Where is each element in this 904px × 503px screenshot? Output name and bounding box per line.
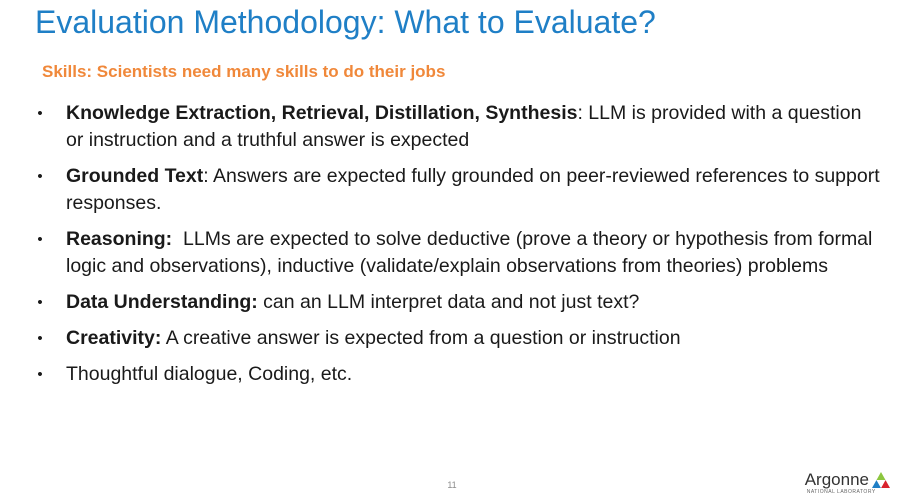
slide-title: Evaluation Methodology: What to Evaluate… <box>35 4 656 40</box>
bullet-term: Data Understanding: <box>66 291 258 313</box>
bullet-term: Knowledge Extraction, Retrieval, Distill… <box>66 102 578 124</box>
logo-tagline: NATIONAL LABORATORY <box>806 489 876 495</box>
argonne-logo: Argonne NATIONAL LABORATORY <box>805 470 890 498</box>
bullet-text: Thoughtful dialogue, Coding, etc. <box>66 363 353 385</box>
bullet-reasoning: • Reasoning: LLMs are expected to solve … <box>30 226 880 280</box>
bullet-creativity: • Creativity: A creative answer is expec… <box>30 325 880 352</box>
logo-text: Argonne <box>804 470 869 489</box>
bullet-term: Creativity: <box>66 327 162 349</box>
bullet-text: LLMs are expected to solve deductive (pr… <box>66 228 878 277</box>
bullet-data-understanding: • Data Understanding: can an LLM interpr… <box>30 289 880 316</box>
bullet-dot-icon: • <box>37 168 43 185</box>
bullet-text: : Answers are expected fully grounded on… <box>66 165 880 214</box>
bullet-other-skills: • Thoughtful dialogue, Coding, etc. <box>30 361 880 388</box>
bullet-term: Grounded Text <box>66 165 204 187</box>
bullet-term: Reasoning: <box>66 228 173 250</box>
bullet-dot-icon: • <box>37 105 43 122</box>
bullet-knowledge-extraction: • Knowledge Extraction, Retrieval, Disti… <box>30 100 880 154</box>
bullet-dot-icon: • <box>37 231 43 248</box>
bullet-grounded-text: • Grounded Text: Answers are expected fu… <box>30 163 880 217</box>
bullet-dot-icon: • <box>37 330 43 347</box>
bullet-list: • Knowledge Extraction, Retrieval, Disti… <box>30 100 880 397</box>
argonne-triangle-icon <box>872 472 890 488</box>
bullet-text: A creative answer is expected from a que… <box>161 327 681 349</box>
bullet-text: : LLM is provided with a question or ins… <box>66 102 862 151</box>
bullet-dot-icon: • <box>37 366 43 383</box>
bullet-text: can an LLM interpret data and not just t… <box>257 291 640 313</box>
bullet-dot-icon: • <box>37 294 43 311</box>
page-number: 11 <box>447 480 457 490</box>
slide-subtitle: Skills: Scientists need many skills to d… <box>42 62 446 81</box>
